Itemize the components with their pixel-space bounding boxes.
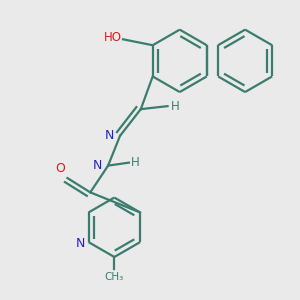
Text: H: H [170,100,179,113]
Text: N: N [105,129,114,142]
Text: N: N [93,159,102,172]
Text: H: H [130,156,139,169]
Text: HO: HO [103,31,122,44]
Text: CH₃: CH₃ [105,272,124,282]
Text: O: O [55,161,65,175]
Text: N: N [76,237,86,250]
